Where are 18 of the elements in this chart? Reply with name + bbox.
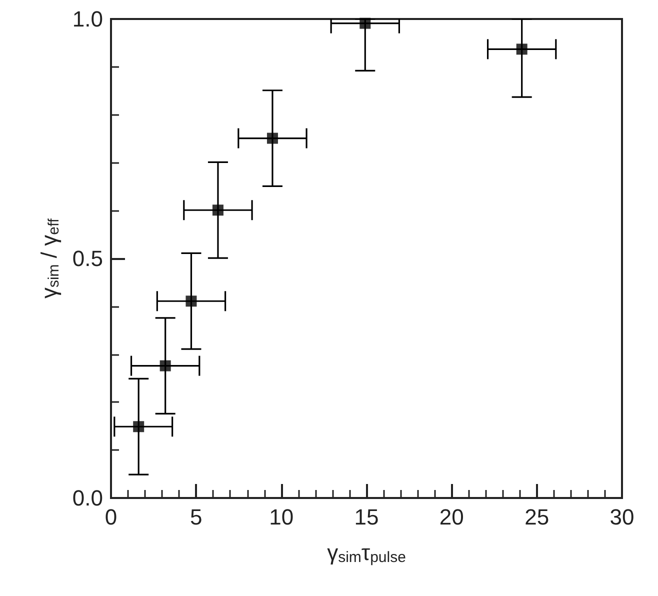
x-tick-label: 15 — [354, 504, 379, 530]
y-tick-label: 0.5 — [72, 246, 103, 271]
x-tick-label: 0 — [104, 504, 118, 530]
point — [516, 44, 528, 55]
y-tick-label: 1.0 — [72, 6, 103, 32]
point — [160, 360, 171, 372]
x-tick-label: 5 — [190, 504, 202, 530]
x-tick-label: 25 — [524, 504, 550, 530]
y-axis-title: γsim / γeff — [36, 218, 63, 299]
point — [186, 296, 197, 307]
x-tick-label: 30 — [610, 504, 634, 530]
point — [212, 204, 224, 216]
y-tick-label: 0.0 — [72, 486, 103, 510]
x-tick-label: 10 — [269, 504, 294, 530]
point — [133, 421, 144, 432]
x-tick-label: 20 — [439, 504, 464, 530]
point — [360, 18, 371, 29]
point — [266, 132, 278, 144]
